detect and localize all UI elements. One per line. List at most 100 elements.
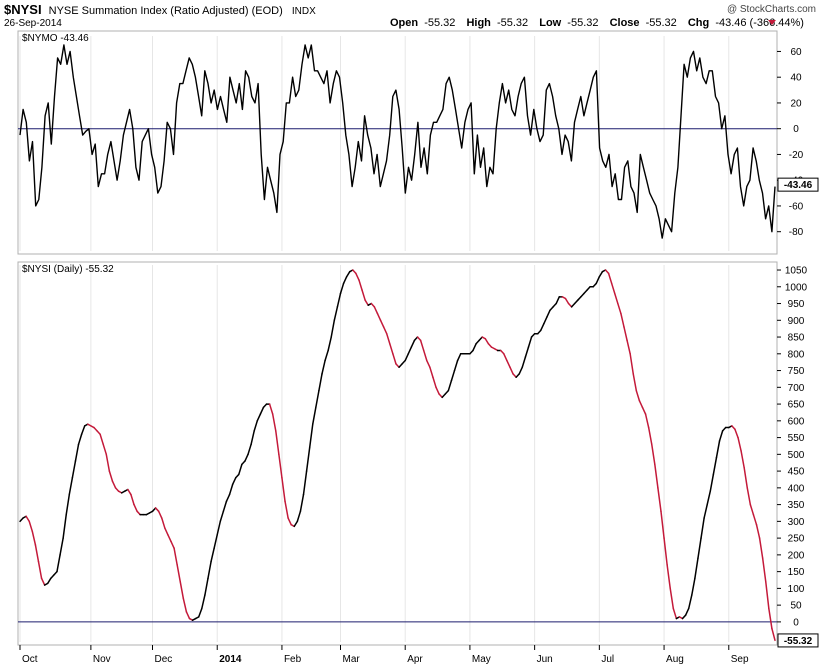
chg-label: Chg: [688, 17, 709, 29]
nysi-series-segment: [654, 463, 659, 489]
nysi-series-segment: [161, 517, 166, 529]
nysi-series-segment: [373, 306, 379, 315]
nysi-series-segment: [213, 534, 218, 549]
nysi-series-segment: [404, 353, 410, 362]
nysi-y-tick-label: 50: [790, 601, 802, 612]
nymo-badge-value: -43.46: [784, 180, 813, 191]
nysi-series-segment: [293, 520, 299, 528]
nysi-series-segment: [170, 540, 175, 549]
nymo-y-tick-label: 40: [790, 73, 802, 84]
nysi-series-segment: [410, 339, 416, 348]
nysi-series-segment: [432, 376, 437, 389]
nysi-series-segment: [638, 399, 644, 409]
x-tick-label: Dec: [155, 654, 173, 665]
nysi-series-segment: [330, 319, 336, 338]
nysi-series-segment: [256, 413, 262, 422]
nymo-y-tick-label: 60: [790, 47, 802, 58]
nysi-series-segment: [650, 443, 656, 466]
nysi-series-segment: [709, 473, 715, 492]
x-tick-label: Jun: [537, 654, 553, 665]
nysi-series-segment: [734, 428, 739, 439]
header-symbol: $NYSI: [4, 2, 42, 17]
nysi-series-segment: [663, 537, 668, 566]
nysi-series-segment: [312, 406, 317, 425]
nysi-series-segment: [475, 339, 480, 345]
nysi-series-segment: [216, 520, 222, 536]
nysi-panel-frame: [17, 261, 778, 646]
nysi-series-segment: [607, 272, 613, 285]
nysi-series-segment: [127, 488, 132, 496]
nysi-series-segment: [222, 500, 228, 513]
nysi-series-segment: [549, 306, 554, 311]
nysi-series-segment: [151, 507, 157, 513]
nysi-y-tick-label: 450: [788, 467, 805, 478]
nysi-series-segment: [167, 534, 172, 543]
nysi-series-segment: [281, 477, 286, 503]
nysi-series-segment: [718, 430, 724, 442]
nysi-series-segment: [154, 507, 160, 513]
nysi-series-segment: [324, 349, 329, 362]
nysi-series-segment: [469, 349, 474, 355]
nysi-series-segment: [219, 510, 225, 523]
nymo-legend: $NYMO -43.46: [22, 33, 89, 44]
nysi-series-segment: [546, 309, 551, 318]
nysi-y-tick-label: 300: [788, 517, 805, 528]
down-arrow-icon: [768, 20, 776, 25]
header-date: 26-Sep-2014: [4, 18, 62, 29]
x-tick-label: Aug: [666, 654, 684, 665]
nysi-series-segment: [355, 272, 360, 281]
nysi-series-segment: [583, 289, 588, 295]
close-label: Close: [610, 17, 640, 29]
low-value: -55.32: [567, 17, 598, 29]
nysi-series-segment: [398, 363, 403, 368]
nysi-series-segment: [635, 389, 641, 402]
low-label: Low: [539, 17, 561, 29]
nysi-series-segment: [50, 574, 55, 580]
high-label: High: [466, 17, 491, 29]
nysi-series-segment: [712, 456, 718, 476]
nysi-series-segment: [429, 366, 434, 379]
nysi-series-segment: [731, 425, 736, 430]
nysi-series-segment: [700, 517, 705, 539]
nysi-badge-value: -55.32: [784, 636, 813, 647]
nymo-badge-box: [777, 177, 819, 192]
nysi-series-segment: [241, 460, 246, 466]
nysi-series-segment: [299, 493, 305, 513]
nymo-y-tick-label: 0: [793, 124, 799, 135]
nysi-series-segment: [484, 337, 490, 345]
nysi-series-segment: [105, 453, 111, 472]
nysi-series-segment: [752, 513, 758, 526]
nysi-series-segment: [765, 580, 770, 610]
nysi-series-segment: [401, 359, 406, 365]
nysi-series-segment: [570, 302, 576, 308]
nysi-series-segment: [333, 306, 339, 322]
nysi-legend: $NYSI (Daily) -55.32: [22, 264, 114, 275]
nysi-series-segment: [632, 373, 638, 392]
nysi-series-segment: [555, 296, 561, 305]
nysi-series-segment: [694, 557, 699, 580]
nysi-y-tick-label: 1050: [785, 266, 808, 277]
nysi-series-segment: [703, 503, 708, 519]
x-tick-label: Oct: [22, 654, 38, 665]
nysi-series-segment: [65, 493, 71, 516]
nysi-series-segment: [62, 513, 67, 539]
nysi-y-tick-label: 0: [793, 617, 799, 628]
x-tick-label: Apr: [407, 654, 423, 665]
nysi-series-segment: [204, 577, 209, 596]
nysi-series-segment: [345, 270, 351, 278]
nysi-series-segment: [512, 373, 517, 379]
nysi-series-segment: [185, 611, 191, 620]
chart-header: $NYSI NYSE Summation Index (Ratio Adjust…: [4, 2, 816, 29]
nysi-series-segment: [201, 594, 206, 610]
nysi-series-segment: [592, 282, 598, 288]
nysi-series-segment: [441, 393, 447, 399]
x-tick-label: May: [472, 654, 491, 665]
nysi-series-segment: [438, 393, 443, 399]
watermark: @ StockCharts.com: [727, 4, 816, 15]
nysi-series-segment: [157, 510, 163, 519]
nysi-y-axis: 1050100095090085080075070065060055050045…: [777, 266, 808, 628]
nysi-series-segment: [28, 520, 34, 533]
nysi-series-segment: [746, 487, 752, 506]
nysi-grid: [19, 265, 730, 642]
